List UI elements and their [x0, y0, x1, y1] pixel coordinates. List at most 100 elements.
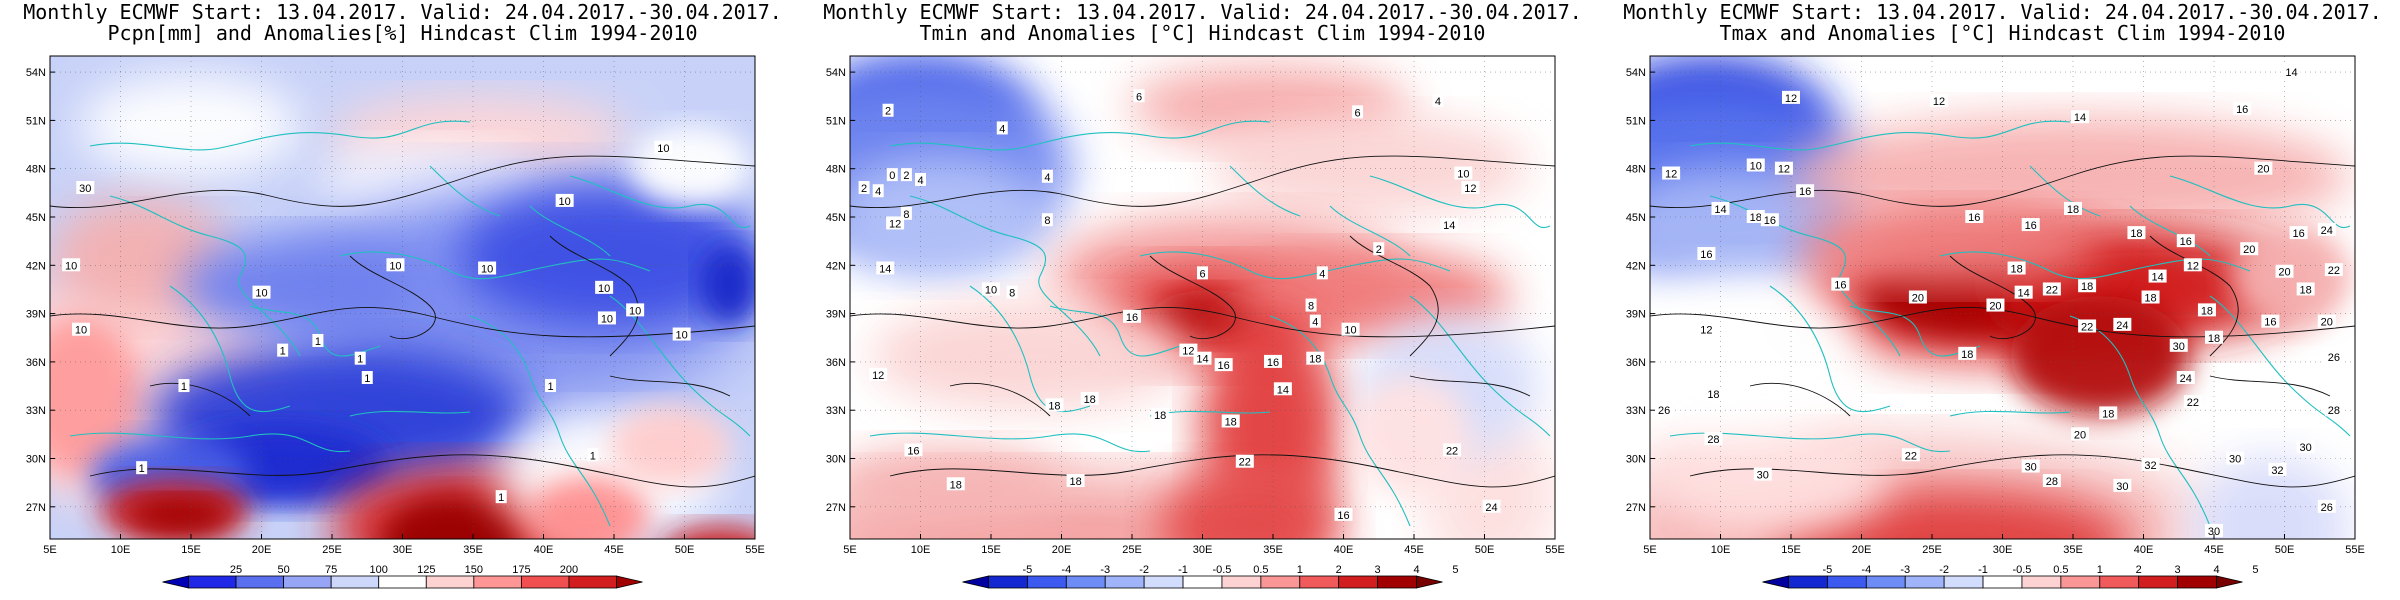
contour-label: 18	[1225, 416, 1237, 428]
map-panel-tmin: Monthly ECMWF Start: 13.04.2017. Valid: …	[823, 0, 1582, 589]
colorbar-label: -3	[1900, 564, 1910, 576]
lon-tick-label: 5E	[843, 544, 856, 556]
contour-label-bg	[2296, 282, 2315, 296]
colorbar-label: 3	[2175, 564, 2181, 576]
colorbar-segment	[962, 575, 989, 589]
contour-label-bg	[2324, 350, 2343, 364]
lat-tick-label: 51N	[826, 115, 846, 127]
contour-label: 18	[950, 479, 962, 491]
lon-tick-label: 35E	[2063, 544, 2083, 556]
contour-label-bg	[672, 327, 691, 341]
colorbar-label: 75	[325, 564, 337, 576]
lon-tick-label: 55E	[745, 544, 765, 556]
contour-label: 2	[903, 170, 909, 182]
colorbar-segment	[235, 575, 285, 589]
colorbar-segment	[1762, 575, 1789, 589]
contour-label-bg	[1305, 298, 1317, 312]
colorbar-segment	[1299, 575, 1340, 589]
contour-label-bg	[1309, 314, 1321, 328]
contour-label: 4	[1319, 268, 1325, 280]
lat-lon-grid	[50, 56, 755, 539]
contour-label: 26	[2321, 502, 2333, 514]
contour-label: 26	[1658, 405, 1670, 417]
contour-label: 18	[2144, 293, 2156, 305]
contour-label: 10	[1344, 325, 1356, 337]
contour-label-bg	[2289, 226, 2308, 240]
contour-label-bg	[1193, 351, 1212, 365]
contour-label-bg	[2099, 406, 2118, 420]
contour-label: 14	[2018, 288, 2030, 300]
contour-label: 16	[1799, 186, 1811, 198]
lat-tick-label: 30N	[1626, 454, 1646, 466]
contour-label: 10	[255, 288, 267, 300]
contour-label: 1	[139, 463, 145, 475]
contour-label-bg	[252, 285, 271, 299]
lon-tick-label: 30E	[1193, 544, 1213, 556]
contour-label: 6	[1199, 268, 1205, 280]
contour-label-bg	[872, 184, 884, 198]
contour-label: 32	[2144, 460, 2156, 472]
lon-tick-label: 40E	[2134, 544, 2154, 556]
contour-label-bg	[595, 280, 614, 294]
lon-tick-label: 20E	[252, 544, 272, 556]
contour-label: 1	[357, 354, 363, 366]
lon-tick-label: 10E	[1711, 544, 1731, 556]
contour-label-bg	[1179, 343, 1198, 357]
contour-label: 30	[2173, 341, 2185, 353]
contour-label-bg	[1908, 290, 1927, 304]
lat-tick-label: 39N	[1626, 309, 1646, 321]
contour-label-bg	[2042, 282, 2061, 296]
contour-label: 0	[889, 170, 895, 182]
colorbar-label: 200	[560, 564, 578, 576]
contour-label: 30	[2025, 462, 2037, 474]
contour-label-bg	[1930, 94, 1949, 108]
lon-tick-label: 50E	[2275, 544, 2295, 556]
contour-label: 4	[917, 175, 923, 187]
lon-tick-label: 45E	[604, 544, 624, 556]
contour-label-bg	[2324, 403, 2343, 417]
lon-tick-label: 10E	[111, 544, 131, 556]
contour-label: 10	[1457, 169, 1469, 181]
contour-label: 24	[2116, 320, 2128, 332]
colorbar-label: 25	[230, 564, 242, 576]
contour-label-bg	[2078, 279, 2097, 293]
contour-label-bg	[1045, 398, 1064, 412]
contour-label: 14	[1277, 384, 1289, 396]
contour-label: 30	[2116, 481, 2128, 493]
contour-label: 14	[1443, 220, 1455, 232]
contour-label-bg	[1133, 89, 1145, 103]
colorbar-label: 1	[2097, 564, 2103, 576]
colorbar-label: -4	[1061, 564, 1071, 576]
map-panel-tmax: Monthly ECMWF Start: 13.04.2017. Valid: …	[1623, 0, 2382, 589]
contour-label: 10	[481, 264, 493, 276]
contour-label-bg	[900, 206, 912, 220]
colorbar-segment	[1065, 575, 1106, 589]
contour-label-bg	[869, 367, 888, 381]
contour-label-bg	[1697, 322, 1716, 336]
colorbar-segment	[378, 575, 427, 589]
contour-label-bg	[2183, 395, 2202, 409]
contour-label: 12	[1464, 183, 1476, 195]
contour-label-bg	[2268, 462, 2287, 476]
map-panel-pcpn: Monthly ECMWF Start: 13.04.2017. Valid: …	[23, 0, 782, 589]
contour-label: 18	[1048, 400, 1060, 412]
contour-label: 16	[1218, 360, 1230, 372]
contour-label: 2	[1376, 244, 1382, 256]
lat-tick-label: 27N	[826, 502, 846, 514]
contour-label: 14	[1196, 354, 1208, 366]
colorbar-segment	[1865, 575, 1906, 589]
lon-tick-label: 40E	[534, 544, 554, 556]
contour-label-bg	[2141, 457, 2160, 471]
contour-label: 28	[2046, 476, 2058, 488]
contour-label: 14	[2074, 112, 2086, 124]
contour-label: 30	[1757, 470, 1769, 482]
contour-label-bg	[1482, 499, 1501, 513]
lon-tick-label: 30E	[393, 544, 413, 556]
lat-tick-label: 45N	[826, 212, 846, 224]
contour-label-bg	[1151, 408, 1170, 422]
contour-label: 20	[2074, 429, 2086, 441]
contour-label-bg	[886, 216, 905, 230]
colorbar-label: -4	[1861, 564, 1871, 576]
contour-label: 1	[280, 346, 286, 358]
